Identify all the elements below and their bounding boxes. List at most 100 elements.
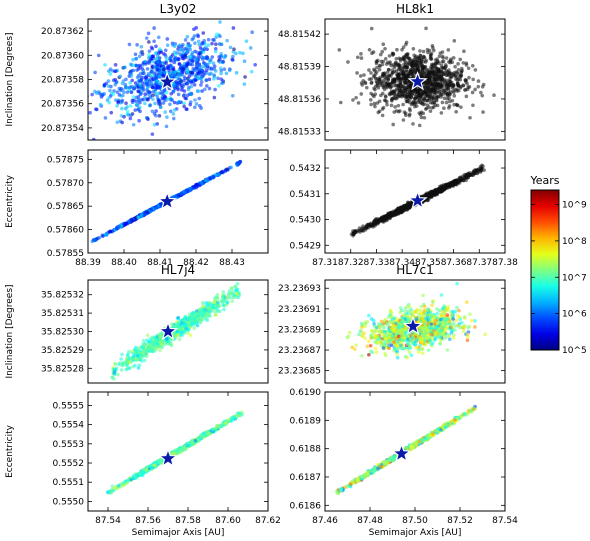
- scatter-point: [231, 293, 235, 298]
- scatter-point: [438, 78, 443, 83]
- scatter-point: [139, 50, 143, 55]
- scatter-points: [88, 19, 257, 140]
- scatter-point: [177, 82, 182, 86]
- scatter-point: [195, 323, 200, 328]
- scatter-point: [130, 78, 134, 83]
- scatter-point: [189, 92, 193, 97]
- scatter-point: [202, 55, 206, 60]
- scatter-point: [380, 74, 385, 79]
- scatter-point: [176, 73, 181, 77]
- scatter-point: [193, 105, 197, 110]
- scatter-point: [406, 82, 410, 86]
- scatter-point: [164, 61, 168, 65]
- scatter-point: [394, 62, 399, 67]
- scatter-point: [190, 314, 194, 319]
- scatter-point: [242, 59, 247, 64]
- y-axis-label: Inclination [Degrees]: [5, 32, 15, 126]
- scatter-point: [404, 203, 408, 208]
- scatter-point: [221, 302, 225, 307]
- scatter-point: [143, 101, 147, 106]
- scatter-point: [418, 49, 422, 53]
- scatter-point: [157, 74, 162, 78]
- scatter-point: [154, 109, 158, 113]
- scatter-point: [134, 95, 139, 100]
- scatter-point: [422, 74, 427, 78]
- scatter-point: [138, 105, 142, 110]
- scatter-point: [418, 94, 423, 99]
- scatter-point: [215, 292, 220, 297]
- scatter-point: [159, 204, 163, 208]
- scatter-point: [151, 93, 155, 98]
- scatter-point: [375, 101, 380, 105]
- scatter-point: [192, 27, 196, 32]
- scatter-point: [369, 81, 374, 85]
- x-tick-label: 87.33: [364, 258, 390, 268]
- scatter-point: [237, 160, 242, 165]
- scatter-point: [121, 93, 125, 98]
- scatter-point: [176, 327, 181, 331]
- scatter-point: [492, 93, 496, 97]
- scatter-point: [385, 215, 390, 220]
- scatter-point: [407, 112, 412, 117]
- scatter-point: [430, 70, 435, 75]
- star-marker: [407, 70, 428, 91]
- y-tick-label: 48.81539: [278, 63, 321, 73]
- scatter-point: [198, 307, 203, 312]
- scatter-point: [126, 350, 131, 354]
- scatter-point: [149, 70, 154, 74]
- scatter-point: [133, 347, 137, 352]
- x-tick-label: 88.41: [147, 258, 173, 268]
- scatter-point: [182, 318, 187, 323]
- scatter-point: [425, 198, 430, 203]
- scatter-point: [432, 92, 437, 97]
- scatter-point: [135, 358, 139, 362]
- scatter-point: [380, 81, 385, 85]
- scatter-point: [130, 356, 134, 361]
- scatter-point: [210, 55, 215, 59]
- scatter-point: [452, 94, 457, 98]
- scatter-point: [451, 56, 456, 60]
- scatter-point: [471, 173, 475, 177]
- scatter-point: [408, 108, 412, 113]
- scatter-point: [206, 37, 211, 42]
- scatter-point: [377, 80, 382, 84]
- scatter-point: [196, 34, 200, 39]
- y-axis-label: Inclination [Degrees]: [5, 284, 15, 378]
- scatter-point: [401, 45, 406, 49]
- x-tick-label: 87.35: [415, 258, 441, 268]
- scatter-point: [211, 37, 215, 42]
- scatter-point: [420, 67, 424, 72]
- scatter-point: [145, 333, 150, 338]
- scatter-point: [94, 107, 98, 111]
- scatter-point: [456, 62, 460, 66]
- scatter-point: [178, 43, 182, 47]
- scatter-point: [413, 88, 418, 92]
- scatter-point: [152, 122, 157, 127]
- scatter-point: [411, 69, 416, 74]
- scatter-point: [241, 51, 245, 56]
- scatter-point: [93, 89, 97, 94]
- scatter-point: [127, 42, 132, 47]
- scatter-point: [367, 68, 371, 72]
- scatter-point: [473, 318, 477, 323]
- scatter-point: [409, 62, 414, 66]
- scatter-point: [358, 74, 363, 78]
- scatter-point: [220, 295, 225, 299]
- scatter-point: [199, 83, 203, 87]
- y-tick-label: 0.57860: [47, 226, 84, 236]
- scatter-point: [154, 57, 159, 61]
- scatter-point: [207, 300, 212, 305]
- scatter-point: [431, 105, 436, 109]
- scatter-point: [179, 333, 183, 337]
- scatter-point: [146, 56, 151, 60]
- scatter-point: [419, 101, 423, 106]
- scatter-point: [199, 106, 203, 110]
- scatter-point: [427, 83, 432, 88]
- scatter-point: [462, 49, 466, 54]
- scatter-point: [463, 78, 468, 82]
- scatter-point: [145, 91, 150, 96]
- scatter-point: [437, 90, 441, 95]
- scatter-point: [158, 334, 162, 339]
- scatter-point: [408, 95, 412, 99]
